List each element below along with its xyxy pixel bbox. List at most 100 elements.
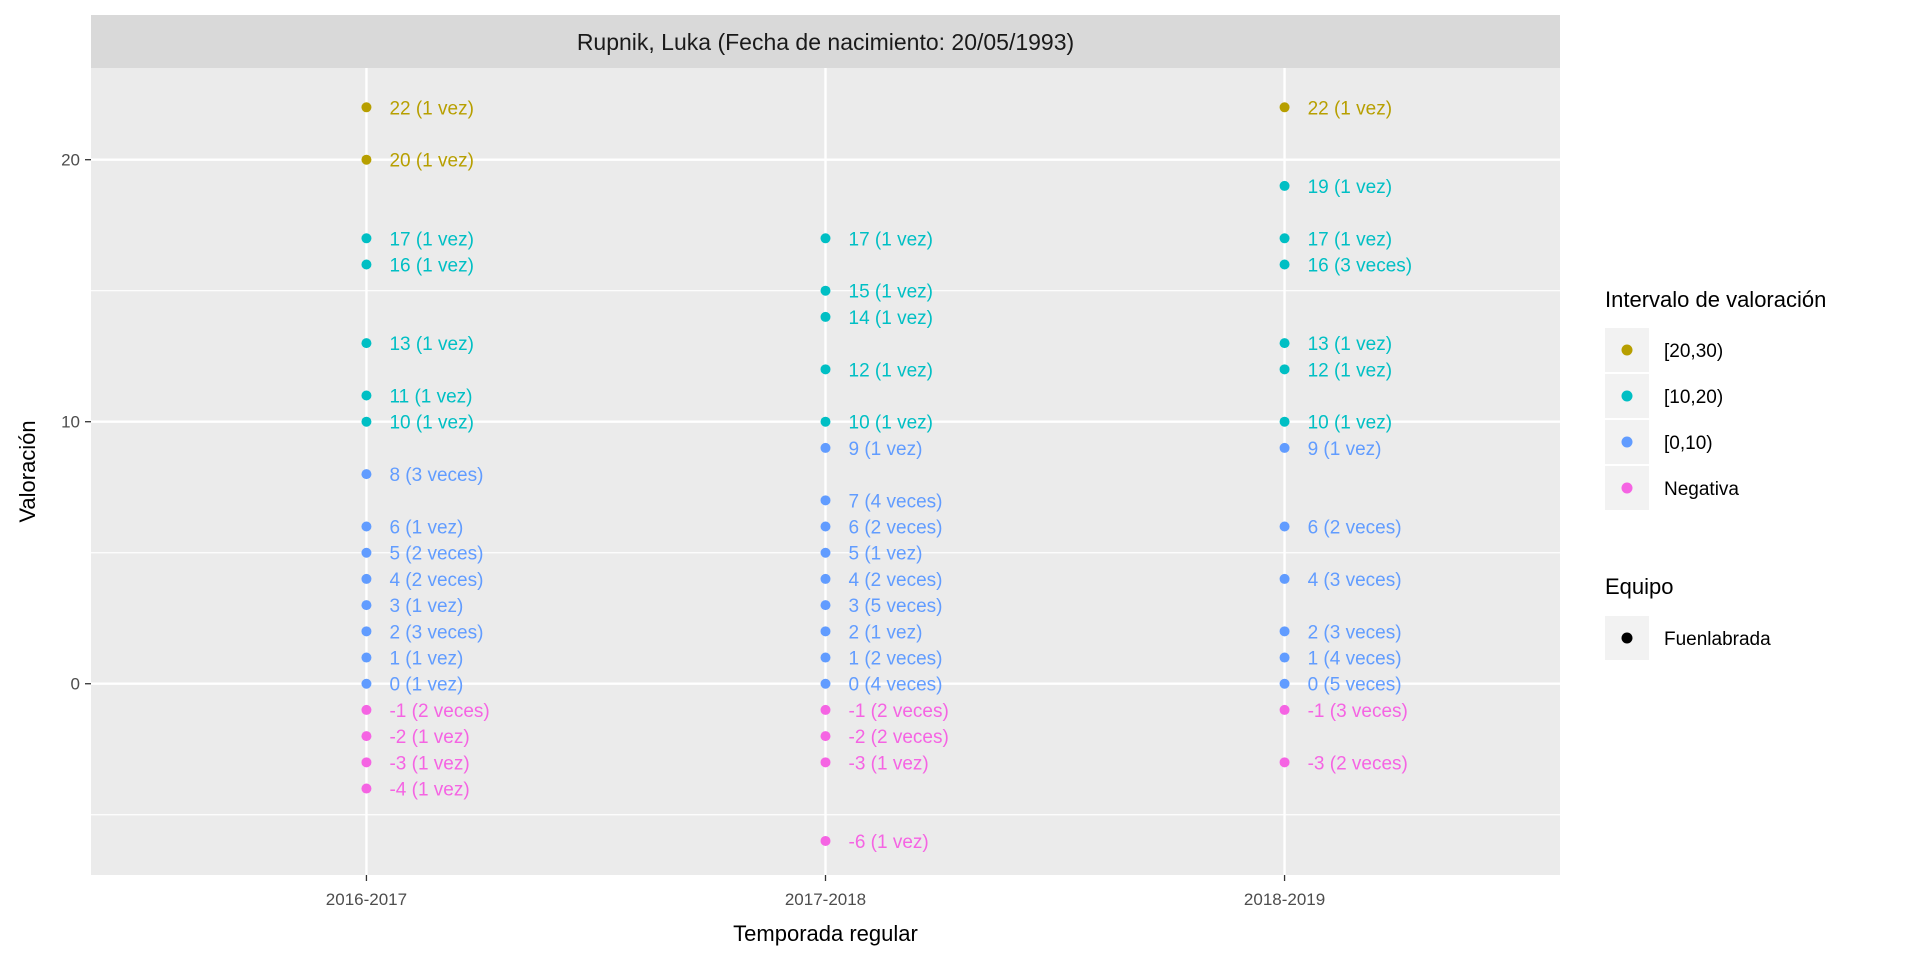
- data-label: 1 (1 vez): [389, 649, 463, 670]
- data-point: [1279, 364, 1290, 375]
- data-point: [820, 285, 831, 296]
- data-point: [820, 442, 831, 453]
- data-label: -6 (1 vez): [849, 832, 929, 853]
- data-label: 10 (1 vez): [1308, 413, 1392, 434]
- data-label: -2 (2 veces): [849, 727, 949, 748]
- legend: Intervalo de valoración [20,30) [10,20) [0,…: [1605, 287, 1826, 660]
- data-label: 22 (1 vez): [389, 98, 473, 119]
- data-point: [361, 704, 372, 715]
- data-point: [361, 102, 372, 113]
- data-point: [1279, 259, 1290, 270]
- axes: 0 10 20 2016-2017 2017-2018 2018-2019: [61, 151, 1325, 909]
- data-label: 15 (1 vez): [849, 282, 933, 303]
- data-point: [361, 390, 372, 401]
- x-tick-label: 2018-2019: [1244, 890, 1325, 909]
- data-label: 3 (1 vez): [389, 596, 463, 617]
- data-point: [820, 678, 831, 689]
- data-point: [820, 495, 831, 506]
- data-point: [361, 731, 372, 742]
- data-label: -2 (1 vez): [389, 727, 469, 748]
- data-point: [361, 338, 372, 349]
- data-label: -3 (2 veces): [1308, 753, 1408, 774]
- data-point: [361, 154, 372, 165]
- data-label: 3 (5 veces): [849, 596, 943, 617]
- data-label: 17 (1 vez): [1308, 229, 1392, 250]
- data-label: 17 (1 vez): [849, 229, 933, 250]
- data-label: -4 (1 vez): [389, 780, 469, 801]
- data-point: [820, 704, 831, 715]
- data-point: [361, 259, 372, 270]
- data-label: 19 (1 vez): [1308, 177, 1392, 198]
- data-point: [1279, 521, 1290, 532]
- data-point: [361, 547, 372, 558]
- data-label: 2 (1 vez): [849, 622, 923, 643]
- data-label: 16 (3 veces): [1308, 256, 1413, 277]
- data-label: 2 (3 veces): [389, 622, 483, 643]
- legend-point: [1621, 436, 1633, 448]
- data-point: [1279, 573, 1290, 584]
- y-axis-title: Valoración: [15, 420, 40, 522]
- facet-strip: [91, 15, 1560, 68]
- data-point: [361, 626, 372, 637]
- data-label: 13 (1 vez): [1308, 334, 1392, 355]
- color-legend-title: Intervalo de valoración: [1605, 287, 1826, 312]
- data-label: 14 (1 vez): [849, 308, 933, 329]
- data-label: 20 (1 vez): [389, 151, 473, 172]
- data-label: 12 (1 vez): [849, 360, 933, 381]
- data-label: 11 (1 vez): [389, 387, 472, 408]
- data-label: 0 (5 veces): [1308, 675, 1402, 696]
- data-point: [361, 573, 372, 584]
- data-label: 22 (1 vez): [1308, 98, 1392, 119]
- data-label: 9 (1 vez): [1308, 439, 1382, 460]
- data-label: 12 (1 vez): [1308, 360, 1392, 381]
- data-point: [820, 573, 831, 584]
- data-point: [1279, 233, 1290, 244]
- legend-label: Negativa: [1664, 479, 1739, 500]
- data-label: 5 (1 vez): [849, 544, 923, 565]
- data-label: 13 (1 vez): [389, 334, 473, 355]
- data-point: [820, 521, 831, 532]
- data-label: -3 (1 vez): [849, 753, 929, 774]
- data-label: 8 (3 veces): [389, 465, 483, 486]
- data-label: 10 (1 vez): [849, 413, 933, 434]
- data-point: [361, 521, 372, 532]
- data-label: 6 (2 veces): [1308, 518, 1402, 539]
- legend-label: [10,20): [1664, 387, 1723, 408]
- legend-point: [1621, 632, 1633, 644]
- data-label: 9 (1 vez): [849, 439, 923, 460]
- x-axis-title: Temporada regular: [733, 921, 918, 946]
- data-point: [820, 233, 831, 244]
- data-point: [820, 626, 831, 637]
- data-point: [361, 233, 372, 244]
- data-point: [1279, 626, 1290, 637]
- legend-label: Fuenlabrada: [1664, 629, 1771, 650]
- legend-point: [1621, 390, 1633, 402]
- data-label: 5 (2 veces): [389, 544, 483, 565]
- data-point: [361, 652, 372, 663]
- data-point: [820, 835, 831, 846]
- legend-label: [0,10): [1664, 433, 1713, 454]
- data-label: 7 (4 veces): [849, 491, 943, 512]
- y-tick-label: 0: [71, 675, 80, 694]
- data-point: [1279, 678, 1290, 689]
- data-point: [1279, 180, 1290, 191]
- y-tick-label: 20: [61, 151, 80, 170]
- data-label: 0 (4 veces): [849, 675, 943, 696]
- data-point: [1279, 757, 1290, 768]
- data-point: [1279, 416, 1290, 427]
- data-point: [361, 757, 372, 768]
- data-point: [361, 600, 372, 611]
- data-label: -1 (2 veces): [389, 701, 489, 722]
- data-point: [820, 364, 831, 375]
- data-point: [820, 547, 831, 558]
- data-label: 10 (1 vez): [389, 413, 473, 434]
- data-point: [820, 416, 831, 427]
- data-point: [820, 600, 831, 611]
- data-label: 4 (2 veces): [389, 570, 483, 591]
- data-point: [820, 757, 831, 768]
- legend-label: [20,30): [1664, 341, 1723, 362]
- shape-legend-title: Equipo: [1605, 574, 1674, 599]
- data-point: [820, 731, 831, 742]
- data-point: [820, 652, 831, 663]
